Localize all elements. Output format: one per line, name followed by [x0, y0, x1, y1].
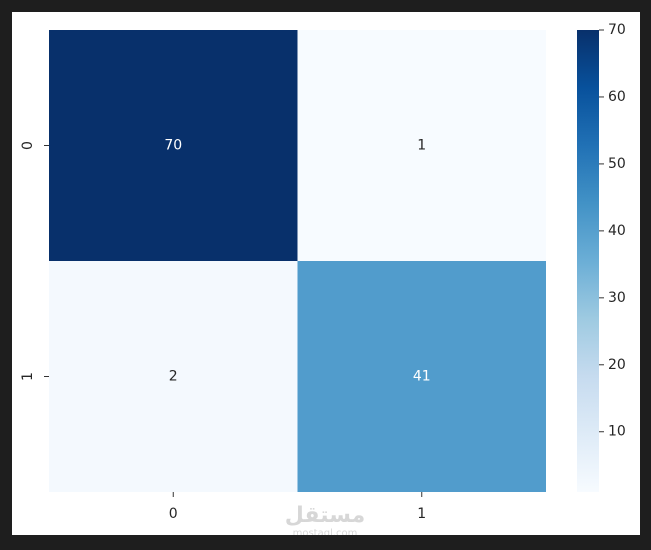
watermark-text: مستقل	[285, 503, 365, 528]
cell-label: 70	[164, 138, 182, 154]
cell-label: 41	[413, 369, 431, 385]
x-tick-label: 0	[169, 506, 178, 522]
cell-label: 2	[169, 369, 178, 385]
watermark-sub: mostaql.com	[293, 528, 358, 539]
colorbar-tick-label: 40	[608, 223, 626, 239]
heatmap-cell	[49, 30, 298, 261]
colorbar	[577, 30, 599, 492]
x-tick-label: 1	[417, 506, 426, 522]
colorbar-tick-label: 20	[608, 357, 626, 373]
colorbar-tick-label: 60	[608, 89, 626, 105]
colorbar-tick-label: 70	[608, 22, 626, 38]
y-tick-label: 0	[20, 141, 36, 150]
heatmap-cell	[297, 261, 546, 492]
colorbar-tick-label: 30	[608, 290, 626, 306]
watermark: مستقل mostaql.com	[285, 503, 365, 539]
heatmap-cell	[297, 30, 546, 261]
colorbar-tick-label: 50	[608, 156, 626, 172]
colorbar-tick-label: 10	[608, 424, 626, 440]
y-tick-label: 1	[20, 372, 36, 381]
cell-label: 1	[417, 138, 426, 154]
heatmap-cell	[49, 261, 298, 492]
